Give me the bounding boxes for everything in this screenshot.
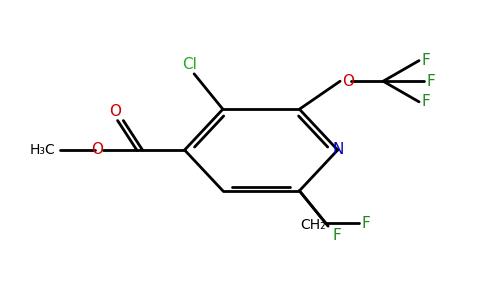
Text: F: F [362,216,370,231]
Text: F: F [422,94,430,109]
Text: F: F [426,74,435,89]
Text: O: O [91,142,103,158]
Text: N: N [332,142,343,158]
Text: O: O [109,104,121,119]
Text: H₃C: H₃C [30,143,55,157]
Text: F: F [422,53,430,68]
Text: CH₂: CH₂ [300,218,326,232]
Text: F: F [333,228,342,243]
Text: Cl: Cl [182,57,197,72]
Text: O: O [343,74,354,89]
